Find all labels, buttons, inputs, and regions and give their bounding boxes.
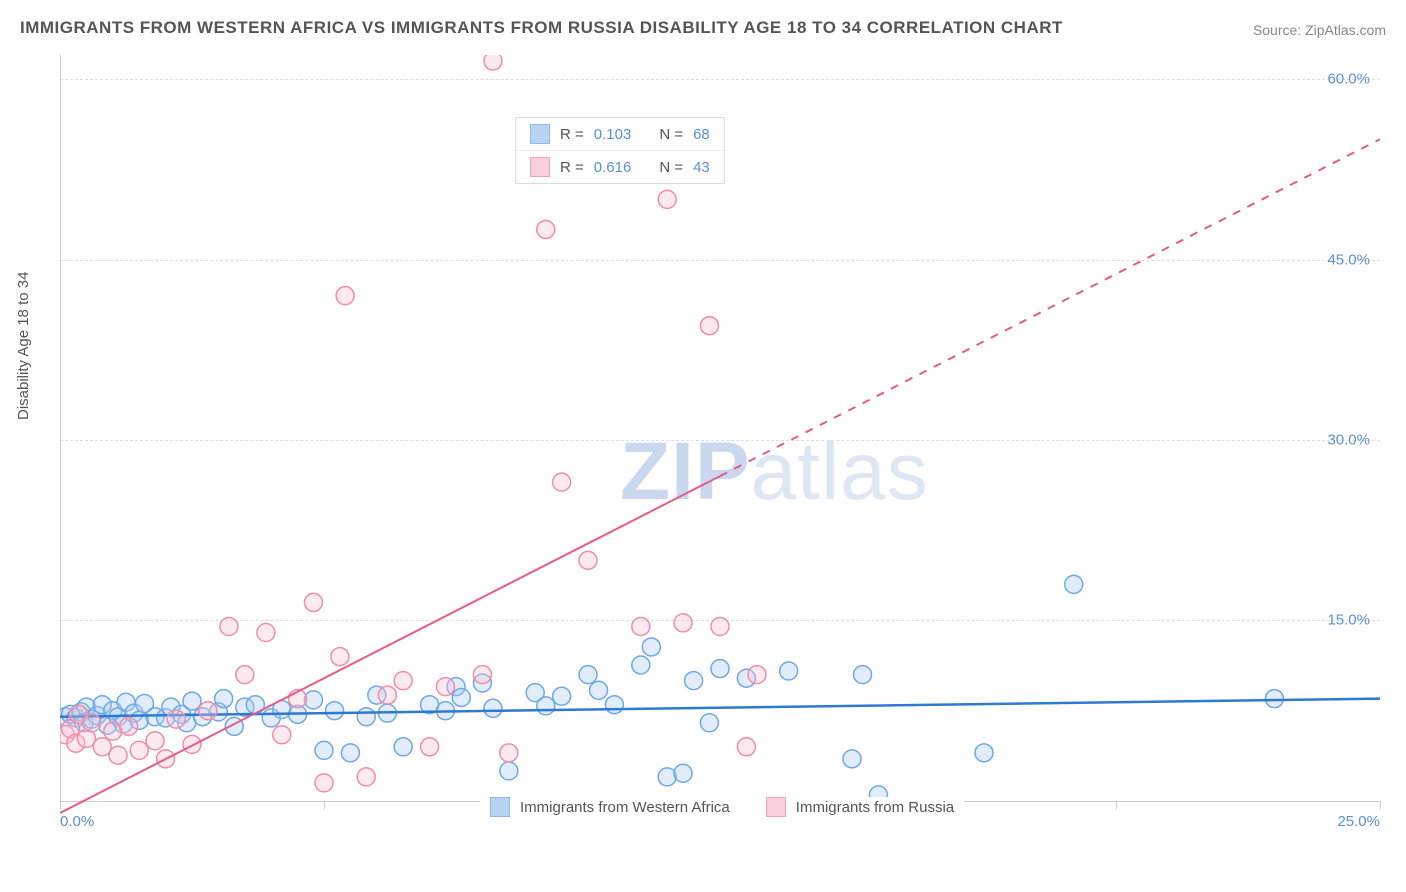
data-point [394, 672, 412, 690]
data-point [843, 750, 861, 768]
data-point [146, 732, 164, 750]
data-point [331, 648, 349, 666]
data-point [553, 687, 571, 705]
data-point [378, 686, 396, 704]
data-point [452, 688, 470, 706]
data-point [579, 551, 597, 569]
data-point [674, 764, 692, 782]
chart-title: IMMIGRANTS FROM WESTERN AFRICA VS IMMIGR… [20, 18, 1063, 38]
data-point [685, 672, 703, 690]
y-axis-label: Disability Age 18 to 34 [15, 272, 32, 420]
data-point [737, 738, 755, 756]
legend-correlation-row: R = 0.103 N = 68 [516, 118, 724, 150]
source-attribution: Source: ZipAtlas.com [1253, 22, 1386, 38]
data-point [590, 681, 608, 699]
data-point [215, 690, 233, 708]
data-point [500, 762, 518, 780]
data-point [632, 656, 650, 674]
chart-plot-area: ZIPatlas R = 0.103N = 68R = 0.616N = 43 … [60, 55, 1380, 825]
data-point [711, 617, 729, 635]
data-point [553, 473, 571, 491]
data-point [711, 660, 729, 678]
data-point [394, 738, 412, 756]
data-point [975, 744, 993, 762]
data-point [326, 702, 344, 720]
data-point [304, 593, 322, 611]
data-point [780, 662, 798, 680]
data-point [357, 768, 375, 786]
legend-n-label: N = [659, 126, 683, 143]
legend-r-label: R = [560, 159, 584, 176]
data-point [357, 708, 375, 726]
data-point [183, 735, 201, 753]
legend-swatch [530, 157, 550, 177]
legend-series-item: Immigrants from Western Africa [490, 797, 730, 817]
data-point [83, 714, 101, 732]
data-point [183, 692, 201, 710]
legend-n-value: 43 [693, 159, 710, 176]
correlation-legend: R = 0.103 N = 68 R = 0.616 N = 43 [515, 117, 725, 184]
legend-swatch [490, 797, 510, 817]
data-point [199, 702, 217, 720]
data-point [236, 666, 254, 684]
legend-series-label: Immigrants from Western Africa [520, 799, 730, 816]
data-point [658, 768, 676, 786]
legend-r-value: 0.103 [594, 126, 632, 143]
series-legend: Immigrants from Western Africa Immigrants… [480, 797, 964, 817]
data-point [120, 717, 138, 735]
data-point [273, 726, 291, 744]
data-point [579, 666, 597, 684]
data-point [473, 666, 491, 684]
data-point [484, 699, 502, 717]
data-point [421, 738, 439, 756]
source-name: ZipAtlas.com [1305, 22, 1386, 38]
data-point [220, 617, 238, 635]
data-point [93, 738, 111, 756]
source-label: Source: [1253, 22, 1301, 38]
data-point [674, 614, 692, 632]
data-point [1065, 575, 1083, 593]
data-point [109, 746, 127, 764]
data-point [341, 744, 359, 762]
data-point [315, 774, 333, 792]
data-point [748, 666, 766, 684]
legend-r-label: R = [560, 126, 584, 143]
legend-swatch [766, 797, 786, 817]
data-point [854, 666, 872, 684]
legend-swatch [530, 124, 550, 144]
data-point [315, 741, 333, 759]
data-point [336, 287, 354, 305]
data-point [436, 678, 454, 696]
data-point [605, 696, 623, 714]
x-tick [1380, 801, 1381, 809]
data-point [658, 190, 676, 208]
data-point [484, 55, 502, 70]
data-point [167, 710, 185, 728]
data-point [500, 744, 518, 762]
data-point [257, 624, 275, 642]
data-point [642, 638, 660, 656]
legend-correlation-row: R = 0.616 N = 43 [516, 150, 724, 183]
data-point [130, 741, 148, 759]
legend-r-value: 0.616 [594, 159, 632, 176]
trend-line-dashed [720, 139, 1380, 476]
data-point [537, 697, 555, 715]
legend-series-item: Immigrants from Russia [766, 797, 954, 817]
trend-line [60, 476, 720, 813]
data-point [632, 617, 650, 635]
data-point [1265, 690, 1283, 708]
legend-series-label: Immigrants from Russia [796, 799, 954, 816]
data-point [537, 220, 555, 238]
data-point [700, 317, 718, 335]
data-point [700, 714, 718, 732]
legend-n-label: N = [659, 159, 683, 176]
legend-n-value: 68 [693, 126, 710, 143]
